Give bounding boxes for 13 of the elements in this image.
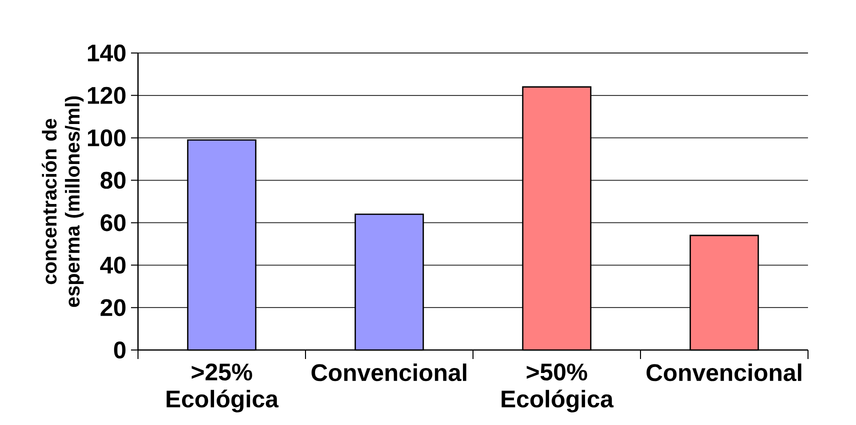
y-tick-label: 40 (100, 256, 126, 274)
y-tick-label: 0 (114, 341, 126, 358)
y-tick-label: 80 (100, 172, 126, 189)
x-tick-label: Convencional (312, 364, 466, 382)
x-tick-label: >25% Ecológica (166, 364, 279, 412)
x-tick-label: >50% Ecológica (502, 364, 614, 412)
x-tick-label: Convencional (646, 364, 802, 382)
y-tick-label: 100 (88, 129, 126, 146)
y-tick-label: 20 (100, 299, 126, 316)
y-tick-label: 120 (88, 86, 126, 104)
y-axis-title: concentración de esperma (millones/ml) (42, 96, 84, 307)
y-tick-label: 60 (100, 214, 126, 232)
y-tick-label: 140 (88, 44, 126, 62)
